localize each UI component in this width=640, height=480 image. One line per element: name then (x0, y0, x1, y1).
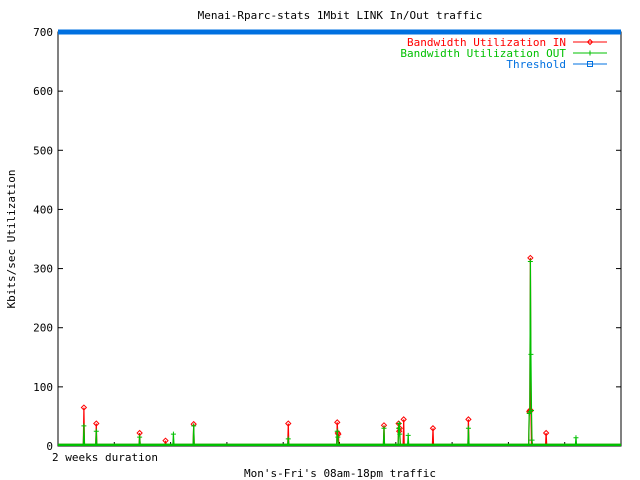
data-point (529, 437, 535, 443)
legend-label: Bandwidth Utilization IN (407, 36, 566, 49)
data-point (396, 425, 402, 431)
x-axis-label: Mon's-Fri's 08am-18pm traffic (244, 467, 436, 480)
chart-title: Menai-Rparc-stats 1Mbit LINK In/Out traf… (198, 9, 483, 22)
data-point (162, 437, 169, 444)
data-point (334, 419, 341, 426)
data-point (285, 420, 292, 427)
series-layer (58, 29, 621, 446)
data-point (528, 408, 534, 414)
data-point (573, 435, 579, 441)
data-point (381, 425, 387, 431)
data-point (396, 421, 402, 427)
data-point (80, 404, 88, 411)
data-point (397, 431, 403, 437)
data-point (400, 416, 407, 423)
legend-label: Threshold (506, 58, 566, 71)
data-point (191, 423, 197, 429)
y-tick-label: 700 (33, 26, 53, 39)
data-point (137, 434, 143, 440)
data-point (334, 428, 340, 434)
data-point (542, 429, 550, 437)
y-tick-label: 200 (33, 322, 53, 335)
y-tick-label: 400 (33, 203, 53, 216)
series-plus (58, 258, 621, 446)
data-point (93, 420, 100, 427)
y-axis-label: Kbits/sec Utilization (5, 169, 18, 308)
y-tick-label: 500 (33, 144, 53, 157)
legend-label: Bandwidth Utilization OUT (400, 47, 566, 60)
y-tick-label: 100 (33, 381, 53, 394)
data-point (528, 351, 534, 357)
data-point (586, 38, 594, 46)
x-annotation: 2 weeks duration (52, 451, 158, 464)
data-point (429, 425, 437, 432)
y-axis-ticks: 0 100 200 300 400 500 600 700 (33, 26, 621, 453)
data-point (335, 434, 341, 440)
data-point (405, 432, 411, 438)
data-point (93, 428, 99, 434)
y-tick-label: 0 (46, 440, 53, 453)
data-point (587, 61, 593, 67)
data-point (465, 425, 471, 431)
y-tick-label: 600 (33, 85, 53, 98)
data-point (465, 416, 472, 423)
y-tick-label: 300 (33, 263, 53, 276)
data-point (527, 258, 533, 264)
data-point (587, 50, 593, 56)
data-point (285, 436, 291, 442)
data-point (170, 431, 176, 437)
data-point (81, 423, 87, 429)
baseline-band (58, 443, 621, 446)
